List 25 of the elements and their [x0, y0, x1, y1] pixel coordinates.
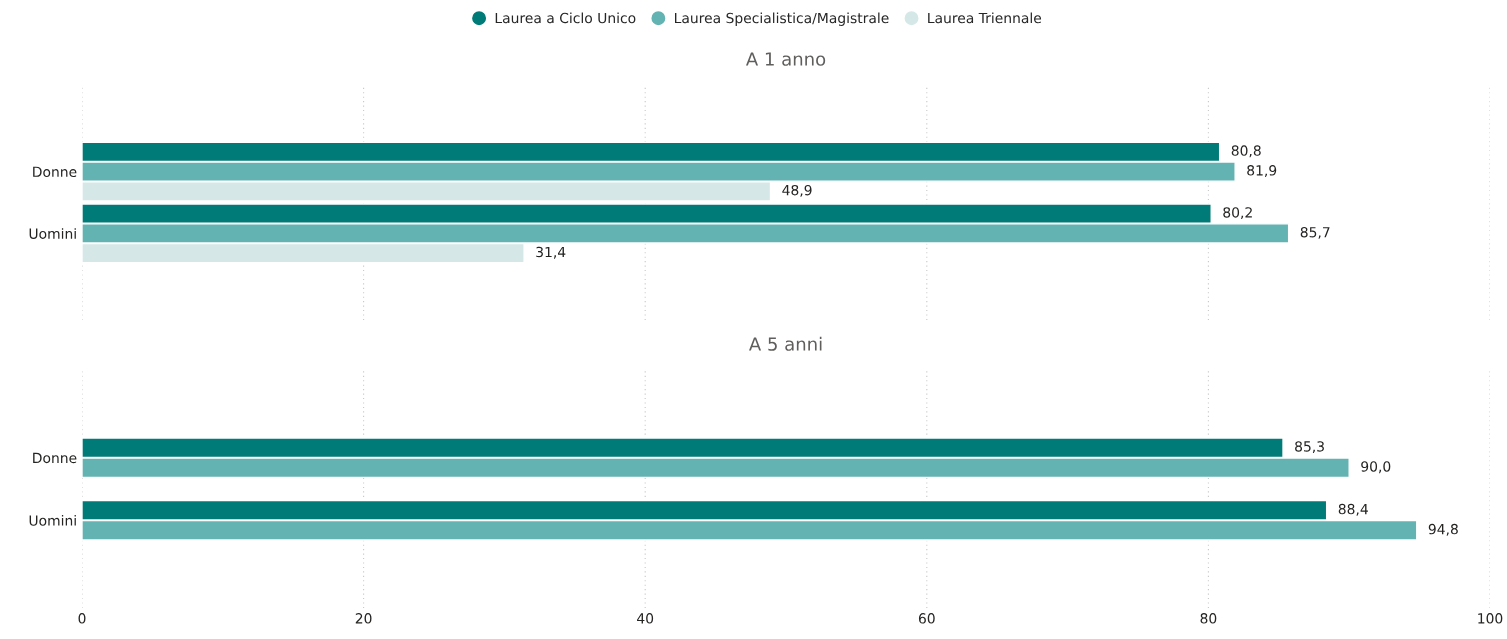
data-label: 48,9 — [782, 184, 812, 197]
y-tick-label: Uomini — [29, 228, 76, 239]
y-tick-label: Donne — [33, 452, 77, 464]
x-tick-label: 100 — [1478, 613, 1503, 624]
x-tick-label: 40 — [637, 613, 654, 624]
legend-label: Laurea Specialistica/Magistrale — [675, 12, 889, 26]
y-tick-label: Donne — [33, 166, 77, 178]
x-tick-label: 80 — [1200, 613, 1217, 624]
data-label: 88,4 — [1338, 503, 1368, 516]
data-label: 80,2 — [1223, 207, 1252, 220]
data-label: 80,8 — [1231, 145, 1261, 158]
legend-label: Laurea Triennale — [928, 12, 1042, 24]
legend-label: Laurea a Ciclo Unico — [495, 12, 636, 24]
x-tick-label: 20 — [355, 613, 372, 624]
data-label: 85,3 — [1295, 441, 1324, 454]
x-tick-label: 0 — [78, 613, 86, 624]
data-label: 94,8 — [1428, 523, 1458, 536]
y-tick-label: Uomini — [29, 515, 76, 526]
chart-title: A 1 anno — [745, 52, 826, 66]
data-label: 31,4 — [536, 246, 566, 259]
x-tick-label: 60 — [918, 613, 935, 624]
chart-title: A 5 anni — [749, 336, 822, 351]
data-label: 81,9 — [1247, 165, 1277, 178]
data-label: 90,0 — [1361, 461, 1391, 474]
data-label: 85,7 — [1300, 226, 1330, 239]
